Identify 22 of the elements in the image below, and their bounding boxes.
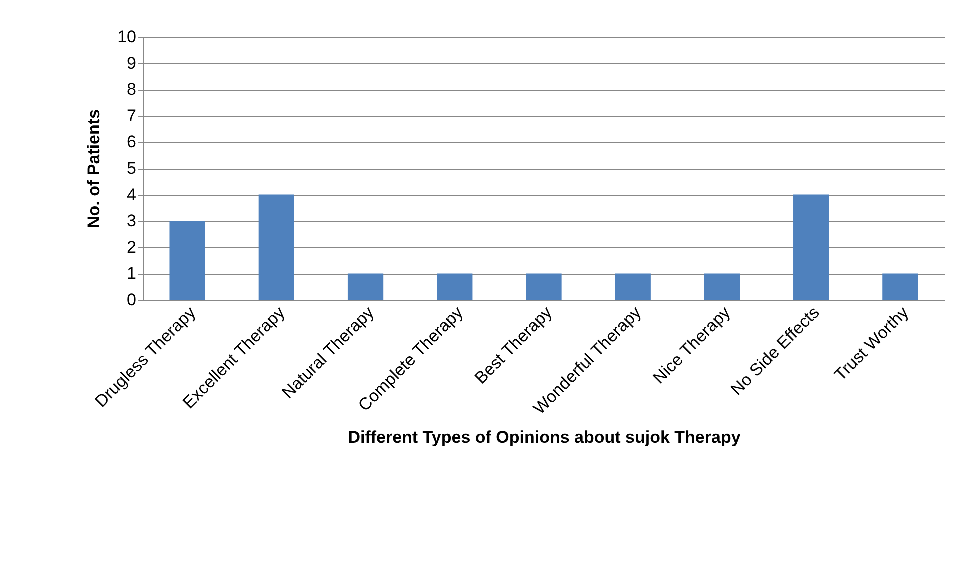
bar bbox=[170, 221, 206, 300]
y-tick-label: 9 bbox=[127, 54, 136, 73]
bar bbox=[526, 274, 562, 300]
y-tick-label: 3 bbox=[127, 212, 136, 231]
bar bbox=[258, 194, 294, 300]
bar bbox=[704, 274, 740, 300]
bar bbox=[882, 274, 918, 300]
y-tick-label: 8 bbox=[127, 80, 136, 100]
y-tick-label: 5 bbox=[127, 159, 136, 178]
bar bbox=[794, 194, 830, 300]
y-tick-label: 10 bbox=[118, 28, 136, 46]
x-axis-title: Different Types of Opinions about sujok Therapy bbox=[348, 428, 742, 447]
y-axis-title: No. of Patients bbox=[84, 109, 104, 229]
y-tick-label: 1 bbox=[127, 264, 136, 284]
bar bbox=[437, 274, 473, 300]
y-tick-label: 6 bbox=[127, 132, 136, 152]
y-tick-label: 4 bbox=[127, 185, 136, 204]
y-tick-label: 2 bbox=[127, 238, 136, 257]
y-tick-label: 7 bbox=[127, 106, 136, 126]
bar bbox=[615, 274, 651, 300]
bar bbox=[348, 274, 384, 300]
y-tick-label: 0 bbox=[127, 290, 136, 310]
